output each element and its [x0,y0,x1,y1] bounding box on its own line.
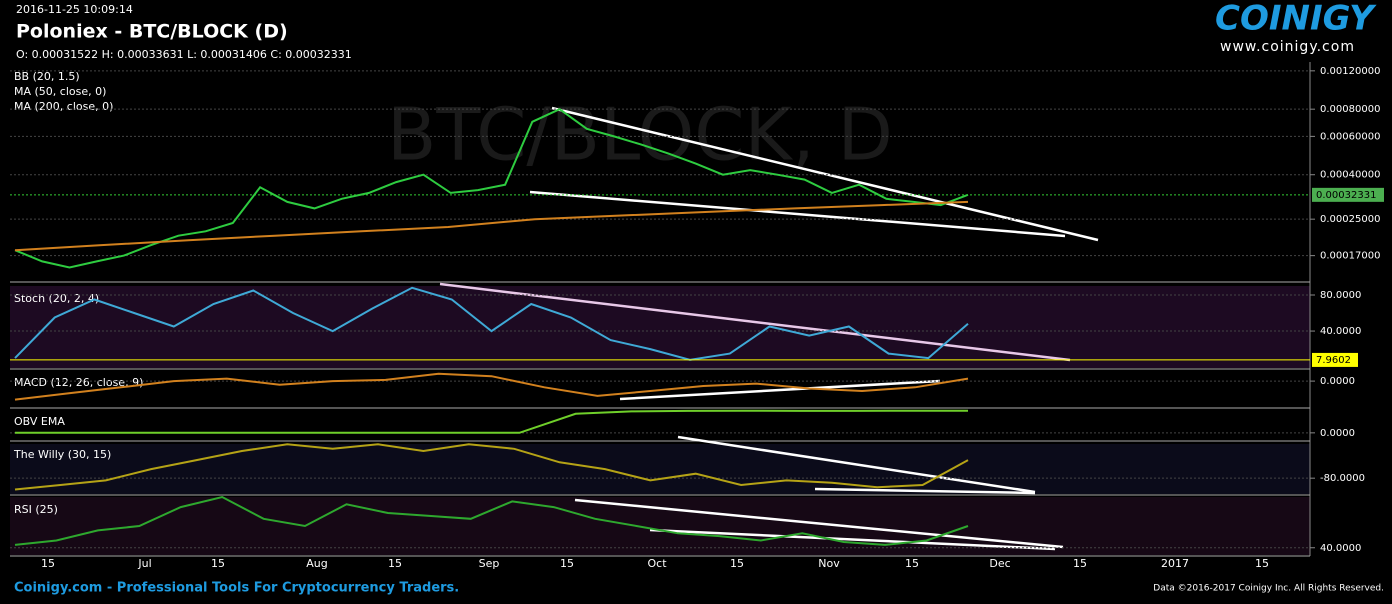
y-tick-label: 0.00080000 [1320,104,1380,115]
x-tick-label: Oct [647,557,667,570]
series-line [15,409,968,434]
x-tick-label: 15 [211,557,225,570]
y-tick-label: 0.00060000 [1320,131,1380,142]
x-tick-label: Jul [137,557,151,570]
willy-bg [10,444,1310,494]
x-tick-label: Aug [306,557,327,570]
last-value-label: 7.9602 [1316,355,1351,366]
series-line [14,443,969,491]
series-line [14,372,969,401]
panel-label: MA (50, close, 0) [14,85,106,98]
panel-label: The Willy (30, 15) [13,448,111,461]
series-line [14,108,969,269]
panel-label: OBV EMA [14,415,65,428]
site: www.coinigy.com [1220,39,1355,55]
footer-left: Coinigy.com - Professional Tools For Cry… [14,581,459,596]
x-tick-label: Sep [479,557,500,570]
y-tick-label: 80.0000 [1320,290,1361,301]
panel-label: BB (20, 1.5) [14,70,80,83]
series-line [14,495,969,546]
stoch-bg [10,286,1310,368]
series-line [14,200,969,252]
panel-label: RSI (25) [14,503,58,516]
x-tick-label: 15 [388,557,402,570]
y-tick-label: 40.0000 [1320,543,1361,554]
trend-lines [439,106,1099,551]
y-tick-label: 0.0000 [1320,428,1355,439]
series-line [14,286,969,361]
panel-label: MACD (12, 26, close, 9) [14,376,143,389]
panel-dividers [10,281,1310,557]
y-tick-label: 40.0000 [1320,326,1361,337]
title: Poloniex - BTC/BLOCK (D) [16,21,288,43]
x-tick-label: Nov [818,557,840,570]
y-tick-label: -80.0000 [1320,473,1365,484]
watermark: BTC/BLOCK, D [387,93,893,177]
x-tick-label: 15 [730,557,744,570]
x-tick-label: 15 [1255,557,1269,570]
logo: COINIGY [1215,0,1377,39]
last-value-label: 0.00032331 [1316,190,1376,201]
y-tick-label: 0.00025000 [1320,214,1380,225]
ohlc: O: 0.00031522 H: 0.00033631 L: 0.0003140… [16,48,352,61]
x-tick-label: 15 [560,557,574,570]
last-value-box [1312,187,1384,202]
y-tick-label: 0.0000 [1320,376,1355,387]
x-tick-label: Dec [989,557,1010,570]
rsi-bg [10,497,1310,555]
x-tick-label: 15 [41,557,55,570]
panel-label: MA (200, close, 0) [14,100,113,113]
y-tick-label: 0.00040000 [1320,170,1380,181]
x-tick-label: 15 [1073,557,1087,570]
footer-right: Data ©2016-2017 Coinigy Inc. All Rights … [1153,584,1384,594]
y-tick-label: 0.00017000 [1320,251,1380,262]
x-tick-label: 15 [905,557,919,570]
y-tick-label: 0.00120000 [1320,66,1380,77]
timestamp: 2016-11-25 10:09:14 [16,3,133,16]
last-value-box [1312,352,1358,367]
x-tick-label: 2017 [1161,557,1189,570]
